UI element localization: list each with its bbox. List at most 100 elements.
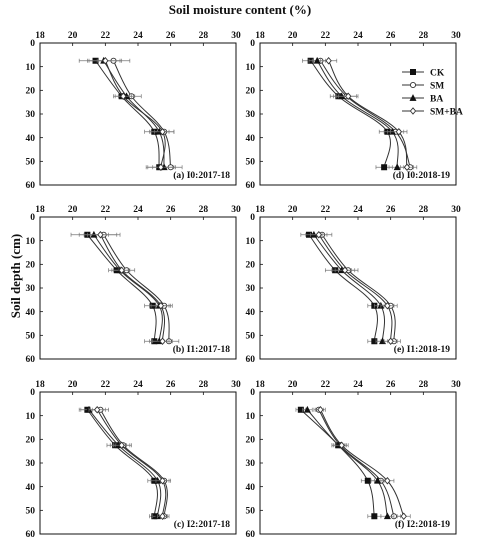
series-line: [95, 60, 160, 168]
y-tick-label: 30: [26, 459, 36, 469]
plot-frame: [39, 391, 237, 535]
plot-frame: [259, 391, 457, 535]
data-point: [393, 163, 401, 171]
x-tick-label: 24: [353, 31, 363, 41]
data-point: [315, 230, 322, 239]
x-tick-label: 22: [321, 380, 331, 390]
plot-frame: [259, 42, 457, 186]
x-tick-label: 26: [386, 380, 396, 390]
x-tick-label: 26: [166, 205, 176, 215]
plot-frame: [259, 216, 457, 360]
panel-title: (c) I2:2017-18: [174, 519, 230, 530]
x-tick-label: 28: [419, 31, 429, 41]
y-tick-label: 40: [246, 308, 256, 318]
y-tick-label: 20: [26, 261, 36, 271]
y-tick-label: 10: [246, 412, 256, 422]
y-tick-label: 20: [26, 87, 36, 97]
series-line: [310, 60, 391, 168]
data-point: [383, 512, 391, 520]
series-line: [86, 409, 158, 517]
x-tick-label: 30: [451, 205, 461, 215]
series-line: [318, 234, 393, 342]
series-line: [96, 409, 167, 517]
y-tick-label: 50: [246, 158, 256, 168]
x-tick-label: 28: [199, 31, 209, 41]
y-tick-label: 30: [246, 284, 256, 294]
y-tick-label: 50: [26, 507, 36, 517]
x-tick-label: 18: [255, 205, 265, 215]
y-tick-label: 10: [246, 237, 256, 247]
legend-label: SM+BA: [430, 107, 463, 117]
series-line: [100, 234, 166, 342]
y-tick-label: 30: [26, 110, 36, 120]
data-point: [364, 477, 371, 484]
y-tick-label: 0: [30, 213, 35, 223]
x-tick-label: 26: [386, 31, 396, 41]
x-tick-label: 28: [419, 205, 429, 215]
y-tick-label: 40: [246, 483, 256, 493]
plot-frame: [39, 42, 237, 186]
data-point: [381, 164, 388, 171]
data-point: [97, 230, 104, 239]
x-tick-label: 24: [353, 205, 363, 215]
x-tick-label: 20: [288, 205, 298, 215]
chart-panel: 18 20 22 24 26 28 30 0 10 20 30 40 50 60 (a) I0:2017-1…: [26, 31, 242, 191]
series-line: [113, 60, 172, 168]
x-tick-label: 20: [288, 380, 298, 390]
y-tick-label: 30: [246, 110, 256, 120]
chart-panel: 18 20 22 24 26 28 30 0 10 20 30 40 50 60 (f) I2:2018-1…: [246, 380, 462, 540]
series-line: [88, 409, 162, 517]
x-tick-label: 24: [133, 380, 143, 390]
series-line: [86, 234, 157, 342]
y-tick-label: 20: [246, 87, 256, 97]
data-point: [159, 512, 166, 521]
y-tick-label: 0: [250, 388, 255, 398]
x-axis-title: Soil moisture content (%): [168, 2, 312, 17]
y-tick-label: 60: [246, 355, 256, 365]
series-line: [103, 60, 165, 168]
y-tick-label: 10: [26, 412, 36, 422]
x-tick-label: 28: [199, 205, 209, 215]
y-tick-label: 20: [26, 436, 36, 446]
legend-marker: [409, 69, 416, 76]
data-point: [303, 405, 311, 413]
legend-label: CK: [430, 68, 445, 78]
data-point: [338, 441, 345, 450]
legend-label: BA: [430, 94, 443, 104]
x-tick-label: 22: [101, 205, 111, 215]
chart-panel: 18 20 22 24 26 28 30 0 10 20 30 40 50 60 (d) I0:2018-1…: [246, 31, 462, 191]
y-tick-label: 20: [246, 261, 256, 271]
x-tick-label: 18: [255, 380, 265, 390]
y-tick-label: 10: [26, 63, 36, 73]
plot-frame: [39, 216, 237, 360]
series-line: [93, 234, 163, 342]
x-tick-label: 18: [35, 205, 45, 215]
series-line: [321, 234, 396, 342]
legend: CK SM BA SM+BA: [402, 68, 463, 117]
data-point: [159, 337, 166, 346]
panel-title: (b) I1:2017-18: [173, 344, 231, 355]
y-tick-label: 10: [246, 63, 256, 73]
series-line: [103, 234, 170, 342]
data-point: [384, 476, 391, 485]
chart-panel: 18 20 22 24 26 28 30 0 10 20 30 40 50 60 (c) I2:2017-1…: [26, 380, 242, 540]
data-point: [157, 301, 165, 310]
data-point: [102, 56, 109, 65]
y-tick-label: 20: [246, 436, 256, 446]
series-line: [318, 409, 395, 517]
x-tick-label: 18: [35, 31, 45, 41]
data-point: [157, 163, 165, 172]
x-tick-label: 28: [419, 380, 429, 390]
x-tick-label: 20: [68, 31, 78, 41]
data-point: [159, 476, 166, 485]
series-line: [300, 409, 375, 517]
x-tick-label: 18: [255, 31, 265, 41]
y-tick-label: 0: [250, 39, 255, 49]
x-tick-label: 26: [166, 380, 176, 390]
panel-title: (d) I0:2018-19: [393, 170, 451, 181]
y-tick-label: 50: [246, 332, 256, 342]
y-tick-label: 0: [30, 388, 35, 398]
x-tick-label: 22: [321, 205, 331, 215]
y-tick-label: 60: [246, 181, 256, 191]
data-point: [120, 92, 127, 101]
